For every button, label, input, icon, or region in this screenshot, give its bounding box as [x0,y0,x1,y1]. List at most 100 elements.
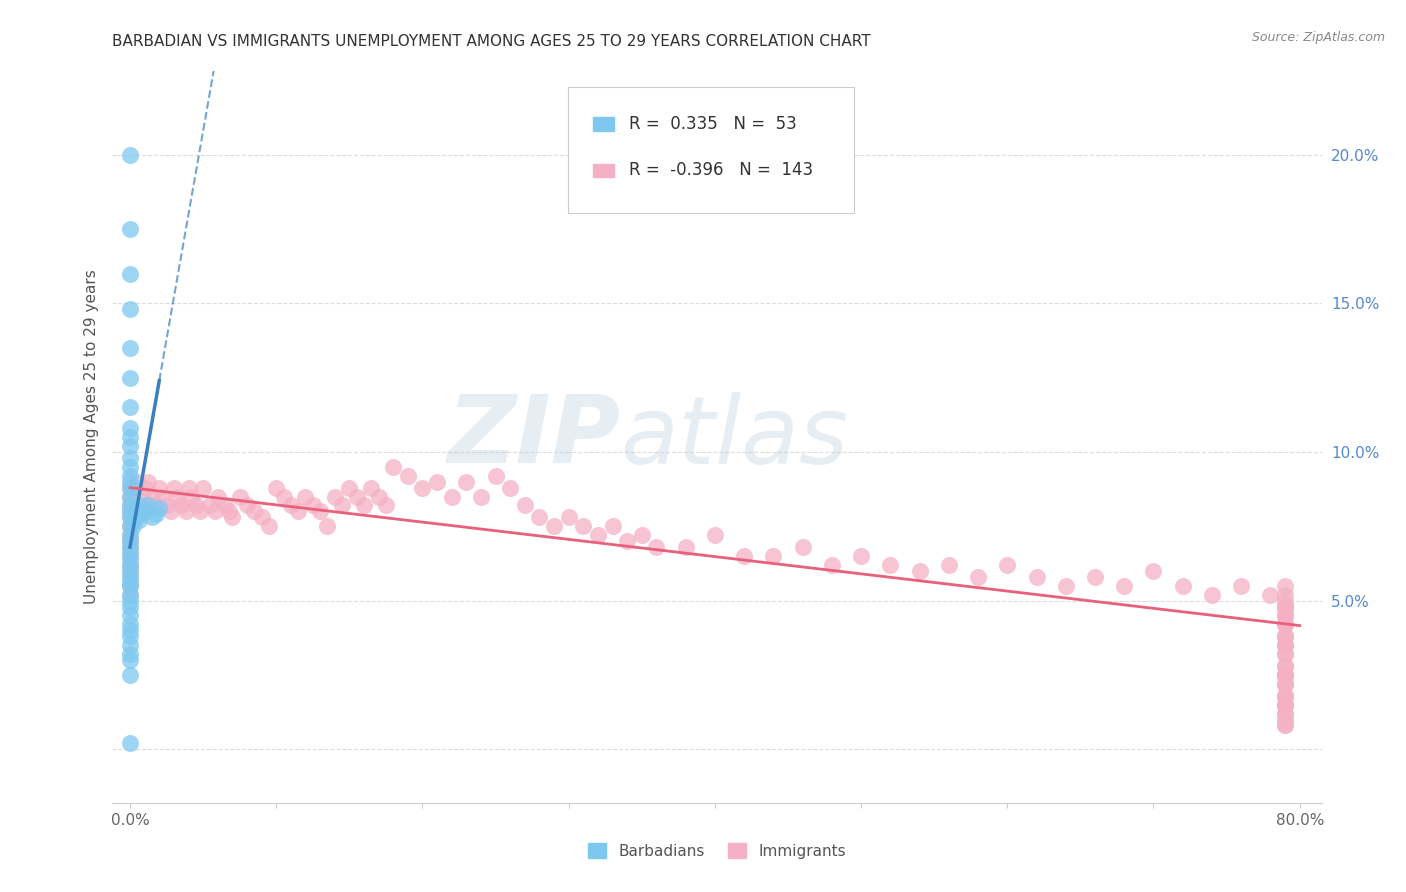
Point [1274,599,1296,614]
Point [1274,638,1296,652]
Point [1274,608,1296,623]
Point [207,490,229,504]
Point [382,459,405,474]
Point [118,534,141,549]
Point [529,510,551,524]
Point [1274,599,1296,614]
Point [122,519,145,533]
Point [1274,668,1296,682]
Point [1025,570,1047,584]
Point [145,499,167,513]
Point [136,475,159,489]
Point [1274,698,1296,712]
Point [1274,659,1296,673]
Point [118,499,141,513]
Point [586,528,609,542]
Point [346,490,368,504]
Point [118,617,141,632]
Point [218,504,240,518]
Point [134,504,156,518]
Point [484,468,506,483]
Point [1084,570,1107,584]
Point [849,549,872,563]
Point [118,552,141,566]
Point [131,490,153,504]
Point [166,490,188,504]
Point [264,481,287,495]
Point [301,499,323,513]
Point [118,647,141,661]
Point [557,510,579,524]
Point [938,558,960,572]
Point [1274,647,1296,661]
Point [118,653,141,667]
Point [118,579,141,593]
Point [879,558,901,572]
Point [141,510,163,524]
Point [1274,638,1296,652]
Point [995,558,1018,572]
Point [1201,588,1223,602]
Point [1274,689,1296,703]
Point [499,481,522,495]
Point [360,481,382,495]
Point [1274,668,1296,682]
Point [118,549,141,563]
Point [1274,617,1296,632]
Y-axis label: Unemployment Among Ages 25 to 29 years: Unemployment Among Ages 25 to 29 years [83,269,98,605]
Point [118,579,141,593]
Point [367,490,389,504]
Point [762,549,785,563]
Point [118,430,141,444]
Point [572,519,595,533]
Point [337,481,360,495]
Point [118,341,141,355]
Point [1274,689,1296,703]
Point [118,624,141,638]
Bar [592,118,614,130]
Point [128,513,150,527]
Point [1274,599,1296,614]
Point [236,499,259,513]
Point [118,540,141,554]
Point [129,499,152,513]
Point [118,468,141,483]
Point [1274,706,1296,721]
Point [118,534,141,549]
Point [1274,608,1296,623]
Text: atlas: atlas [620,392,849,483]
Point [1274,593,1296,607]
Point [118,564,141,578]
Point [733,549,755,563]
Point [792,540,814,554]
Point [250,510,273,524]
Point [118,519,141,533]
Point [440,490,463,504]
Point [136,499,159,513]
Point [1274,588,1296,602]
Point [118,736,141,750]
Point [1230,579,1253,593]
Point [396,468,419,483]
Point [118,401,141,415]
Point [1274,698,1296,712]
Point [243,504,266,518]
Point [150,490,173,504]
Point [118,370,141,384]
Point [1274,629,1296,643]
Point [118,490,141,504]
Point [1274,638,1296,652]
Point [118,570,141,584]
Point [170,499,193,513]
Point [1274,706,1296,721]
Point [118,475,141,489]
Point [118,499,141,513]
Point [155,499,177,513]
Point [1274,698,1296,712]
Point [645,540,668,554]
Point [118,668,141,682]
Point [184,499,207,513]
Point [543,519,565,533]
Point [127,475,149,489]
Point [134,481,156,495]
